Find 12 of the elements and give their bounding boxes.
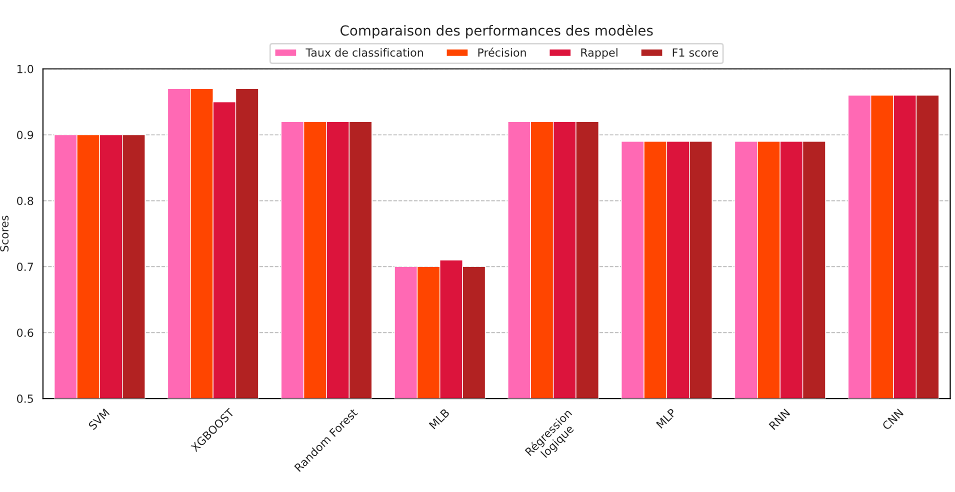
legend-label: Précision — [478, 48, 526, 57]
y-tick-label: 0.5 — [17, 394, 33, 403]
legend-label: Rappel — [581, 48, 618, 59]
y-tick-label: 0.6 — [17, 328, 34, 337]
y-tick-label: 0.8 — [17, 196, 34, 206]
y-tick-label: 0.7 — [17, 262, 33, 272]
chart-title: Comparaison des performances des modèles — [340, 24, 653, 38]
y-tick-label: 1.0 — [18, 64, 34, 74]
legend-label: F1 score — [672, 48, 718, 57]
y-axis-title: Scores — [0, 216, 9, 252]
y-tick-label: 0.9 — [17, 130, 34, 140]
legend-label: Taux de classification — [306, 48, 423, 57]
